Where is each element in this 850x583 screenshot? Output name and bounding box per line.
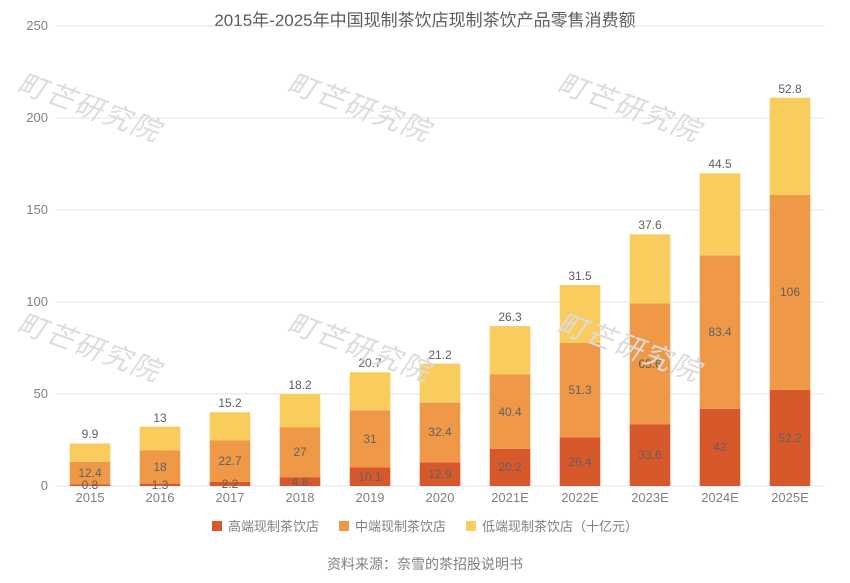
- legend-item: 低端现制茶饮店（十亿元）: [466, 516, 638, 535]
- bar-value-label: 44.5: [695, 157, 745, 171]
- x-tick-label: 2024E: [701, 490, 739, 505]
- x-tick-label: 2016: [146, 490, 175, 505]
- y-tick-label: 0: [8, 478, 48, 493]
- bar-segment: [210, 412, 251, 440]
- bar-segment: [630, 234, 671, 303]
- bar-value-label: 20.2: [485, 460, 535, 474]
- legend-item: 高端现制茶饮店: [212, 516, 319, 535]
- legend: 高端现制茶饮店 中端现制茶饮店 低端现制茶饮店（十亿元）: [0, 516, 850, 535]
- bar-value-label: 40.4: [485, 405, 535, 419]
- bar-value-label: 52.2: [765, 431, 815, 445]
- y-tick-label: 50: [8, 386, 48, 401]
- source-line: 资料来源：奈雪的茶招股说明书: [0, 554, 850, 574]
- bar-value-label: 21.2: [415, 348, 465, 362]
- bar-value-label: 20.7: [345, 356, 395, 370]
- plot-area: 0.812.49.91.318132.222.715.24.82718.210.…: [55, 26, 825, 486]
- bar-value-label: 4.8: [275, 475, 325, 489]
- x-axis-labels: 2015 2016 2017 2018 2019 2020 2021E 2022E 2023E 2…: [55, 490, 825, 510]
- bar-segment: [420, 364, 461, 403]
- bar-value-label: 12.4: [65, 466, 115, 480]
- bar-value-label: 18: [135, 460, 185, 474]
- x-tick-label: 2020: [426, 490, 455, 505]
- bar-value-label: 12.9: [415, 467, 465, 481]
- bar-value-label: 26.3: [485, 310, 535, 324]
- bar-value-label: 9.9: [65, 427, 115, 441]
- bar-value-label: 18.2: [275, 378, 325, 392]
- bar-value-label: 27: [275, 445, 325, 459]
- bar-value-label: 52.8: [765, 82, 815, 96]
- bar-value-label: 37.6: [625, 218, 675, 232]
- legend-swatch: [212, 521, 222, 531]
- y-tick-label: 250: [8, 18, 48, 33]
- x-tick-label: 2015: [76, 490, 105, 505]
- y-tick-label: 200: [8, 110, 48, 125]
- x-tick-label: 2019: [356, 490, 385, 505]
- y-tick-label: 150: [8, 202, 48, 217]
- bar-segment: [350, 372, 391, 410]
- bar-value-label: 15.2: [205, 396, 255, 410]
- bar-value-label: 13: [135, 411, 185, 425]
- bar-value-label: 83.4: [695, 325, 745, 339]
- x-tick-label: 2022E: [561, 490, 599, 505]
- x-tick-label: 2023E: [631, 490, 669, 505]
- legend-swatch: [466, 521, 476, 531]
- x-tick-label: 2018: [286, 490, 315, 505]
- legend-label: 中端现制茶饮店: [355, 516, 446, 535]
- bar-segment: [700, 173, 741, 255]
- bar-value-label: 32.4: [415, 425, 465, 439]
- bar-segment: [70, 444, 111, 462]
- bar-value-label: 26.4: [555, 455, 605, 469]
- bar-segment: [770, 98, 811, 195]
- bar-value-label: 31: [345, 432, 395, 446]
- legend-label: 低端现制茶饮店（十亿元）: [482, 516, 638, 535]
- chart-container: 2015年-2025年中国现制茶饮店现制茶饮产品零售消费额 0501001502…: [0, 0, 850, 583]
- y-tick-label: 100: [8, 294, 48, 309]
- bar-segment: [140, 427, 181, 451]
- bar-value-label: 65.6: [625, 357, 675, 371]
- bar-value-label: 42: [695, 440, 745, 454]
- bar-value-label: 31.5: [555, 269, 605, 283]
- x-tick-label: 2017: [216, 490, 245, 505]
- x-tick-label: 2021E: [491, 490, 529, 505]
- bar-value-label: 33.6: [625, 448, 675, 462]
- legend-item: 中端现制茶饮店: [339, 516, 446, 535]
- bar-value-label: 106: [765, 285, 815, 299]
- bar-segment: [560, 285, 601, 343]
- legend-label: 高端现制茶饮店: [228, 516, 319, 535]
- bar-value-label: 22.7: [205, 454, 255, 468]
- x-tick-label: 2025E: [771, 490, 809, 505]
- bar-segment: [490, 326, 531, 374]
- bar-value-label: 2.2: [205, 477, 255, 491]
- bar-segment: [280, 394, 321, 427]
- bar-value-label: 51.3: [555, 383, 605, 397]
- legend-swatch: [339, 521, 349, 531]
- bar-value-label: 10.1: [345, 470, 395, 484]
